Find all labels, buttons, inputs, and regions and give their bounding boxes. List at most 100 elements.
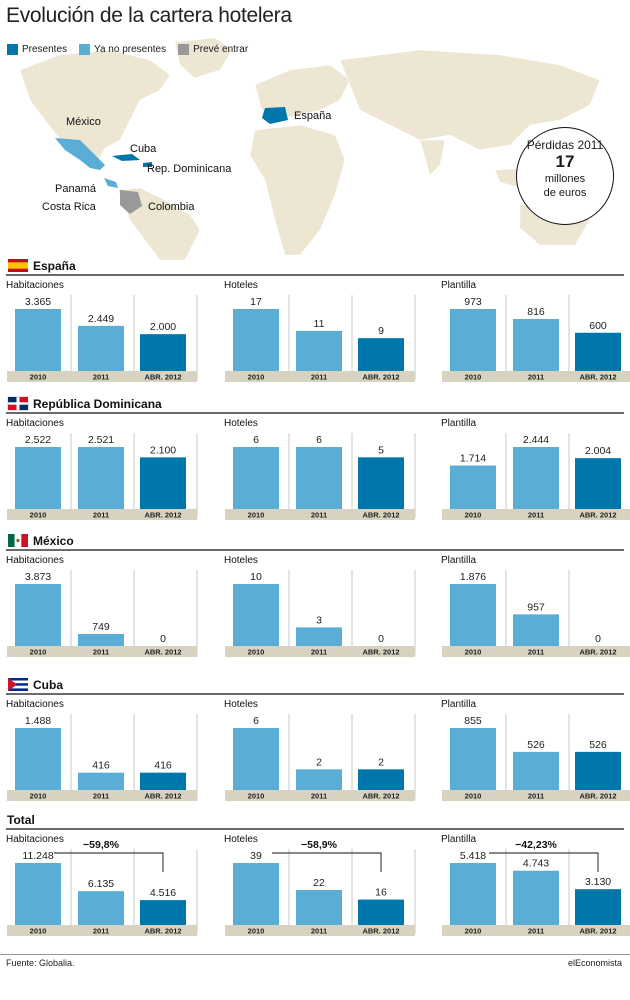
legend-swatch [79, 44, 91, 55]
tick-label: 2011 [528, 648, 544, 657]
tick-label: ABR. 2012 [144, 792, 181, 801]
axis-band [7, 790, 197, 801]
bar [358, 769, 404, 790]
data-label: 16 [375, 887, 387, 899]
axis-band [442, 371, 630, 382]
data-label: 2.100 [150, 444, 176, 456]
bar [358, 457, 404, 509]
data-label: 39 [250, 850, 262, 862]
tick-label: 2011 [311, 373, 327, 382]
tick-label: 2010 [30, 648, 47, 657]
bar [15, 447, 61, 509]
bar [513, 751, 559, 790]
bar [575, 332, 621, 371]
tick-label: ABR. 2012 [144, 648, 181, 657]
data-label: 5 [378, 444, 384, 456]
data-label: 526 [527, 739, 545, 751]
tick-label: 2011 [93, 373, 109, 382]
legend-swatch [7, 44, 18, 55]
panel-title: Hoteles [224, 418, 258, 429]
legend-item-preve-entrar: Prevé entrar [178, 44, 248, 55]
bar [233, 728, 279, 790]
bar [575, 889, 621, 925]
tick-label: 2010 [248, 511, 265, 520]
bar [233, 447, 279, 509]
bar [513, 870, 559, 925]
data-label: 1.488 [25, 715, 51, 727]
data-label: 6 [253, 715, 259, 727]
bar [15, 584, 61, 646]
data-label: 5.418 [460, 850, 486, 862]
map-label-panama: Panamá [55, 183, 96, 195]
change-bracket [54, 852, 164, 872]
data-label: 10 [250, 571, 262, 583]
bar [15, 309, 61, 371]
data-label: 3.873 [25, 571, 51, 583]
section-title: Cuba [33, 678, 63, 692]
tick-label: 2011 [311, 648, 327, 657]
data-label: 0 [160, 633, 166, 645]
map-label-espana: España [294, 110, 332, 122]
panel-title: Plantilla [441, 418, 476, 429]
bar [233, 584, 279, 646]
panel-title: Plantilla [441, 280, 476, 291]
bar [575, 751, 621, 790]
map-label-rep-dominicana: Rep. Dominicana [147, 163, 232, 175]
bar [78, 325, 124, 371]
tick-label: ABR. 2012 [579, 373, 616, 382]
tick-label: ABR. 2012 [579, 648, 616, 657]
bar [78, 772, 124, 790]
tick-label: 2010 [30, 511, 47, 520]
data-label: 2.449 [88, 313, 114, 325]
bar [296, 447, 342, 509]
data-label: 749 [92, 621, 110, 633]
change-bracket [272, 852, 382, 872]
bar [140, 457, 186, 509]
losses-badge: Pérdidas 2011 17 millones de euros [516, 127, 614, 225]
tick-label: ABR. 2012 [144, 511, 181, 520]
legend-item-presentes: Presentes [7, 44, 67, 55]
data-label: 973 [464, 296, 482, 308]
tick-label: 2011 [528, 927, 544, 936]
dominican-flag-quarter [8, 404, 17, 410]
panel-title: Habitaciones [6, 834, 64, 845]
bar [450, 465, 496, 509]
bar [513, 447, 559, 509]
data-label: 416 [92, 760, 110, 772]
panel-title: Habitaciones [6, 280, 64, 291]
data-label: 0 [595, 633, 601, 645]
data-label: 855 [464, 715, 482, 727]
legend-item-ya-no-presentes: Ya no presentes [79, 44, 166, 55]
axis-band [225, 646, 415, 657]
tick-label: ABR. 2012 [579, 927, 616, 936]
tick-label: 2010 [30, 927, 47, 936]
axis-band [225, 790, 415, 801]
mexico-flag-stripe [21, 534, 28, 547]
panel-title: Hoteles [224, 834, 258, 845]
tick-label: 2011 [311, 927, 327, 936]
cuba-flag-triangle [8, 678, 17, 691]
section-title: México [33, 534, 74, 548]
axis-band [225, 925, 415, 936]
axis-band [7, 646, 197, 657]
tick-label: 2011 [528, 792, 544, 801]
cuba-flag-stripe [8, 683, 28, 686]
data-label: 1.876 [460, 571, 486, 583]
spain-flag-stripe [8, 262, 28, 269]
tick-label: 2011 [93, 927, 109, 936]
footer-brand: elEconomista [567, 958, 622, 968]
data-label: 2.521 [88, 434, 114, 446]
data-label: 9 [378, 325, 384, 337]
tick-label: ABR. 2012 [579, 792, 616, 801]
tick-label: ABR. 2012 [362, 792, 399, 801]
bar [450, 728, 496, 790]
data-label: 816 [527, 306, 545, 318]
spain-region [262, 107, 288, 124]
dominican-region [143, 162, 152, 167]
cuba-flag-stripe [8, 688, 28, 691]
bar [15, 728, 61, 790]
tick-label: 2010 [465, 648, 482, 657]
data-label: 416 [154, 760, 172, 772]
losses-unit-line2: de euros [543, 187, 587, 199]
